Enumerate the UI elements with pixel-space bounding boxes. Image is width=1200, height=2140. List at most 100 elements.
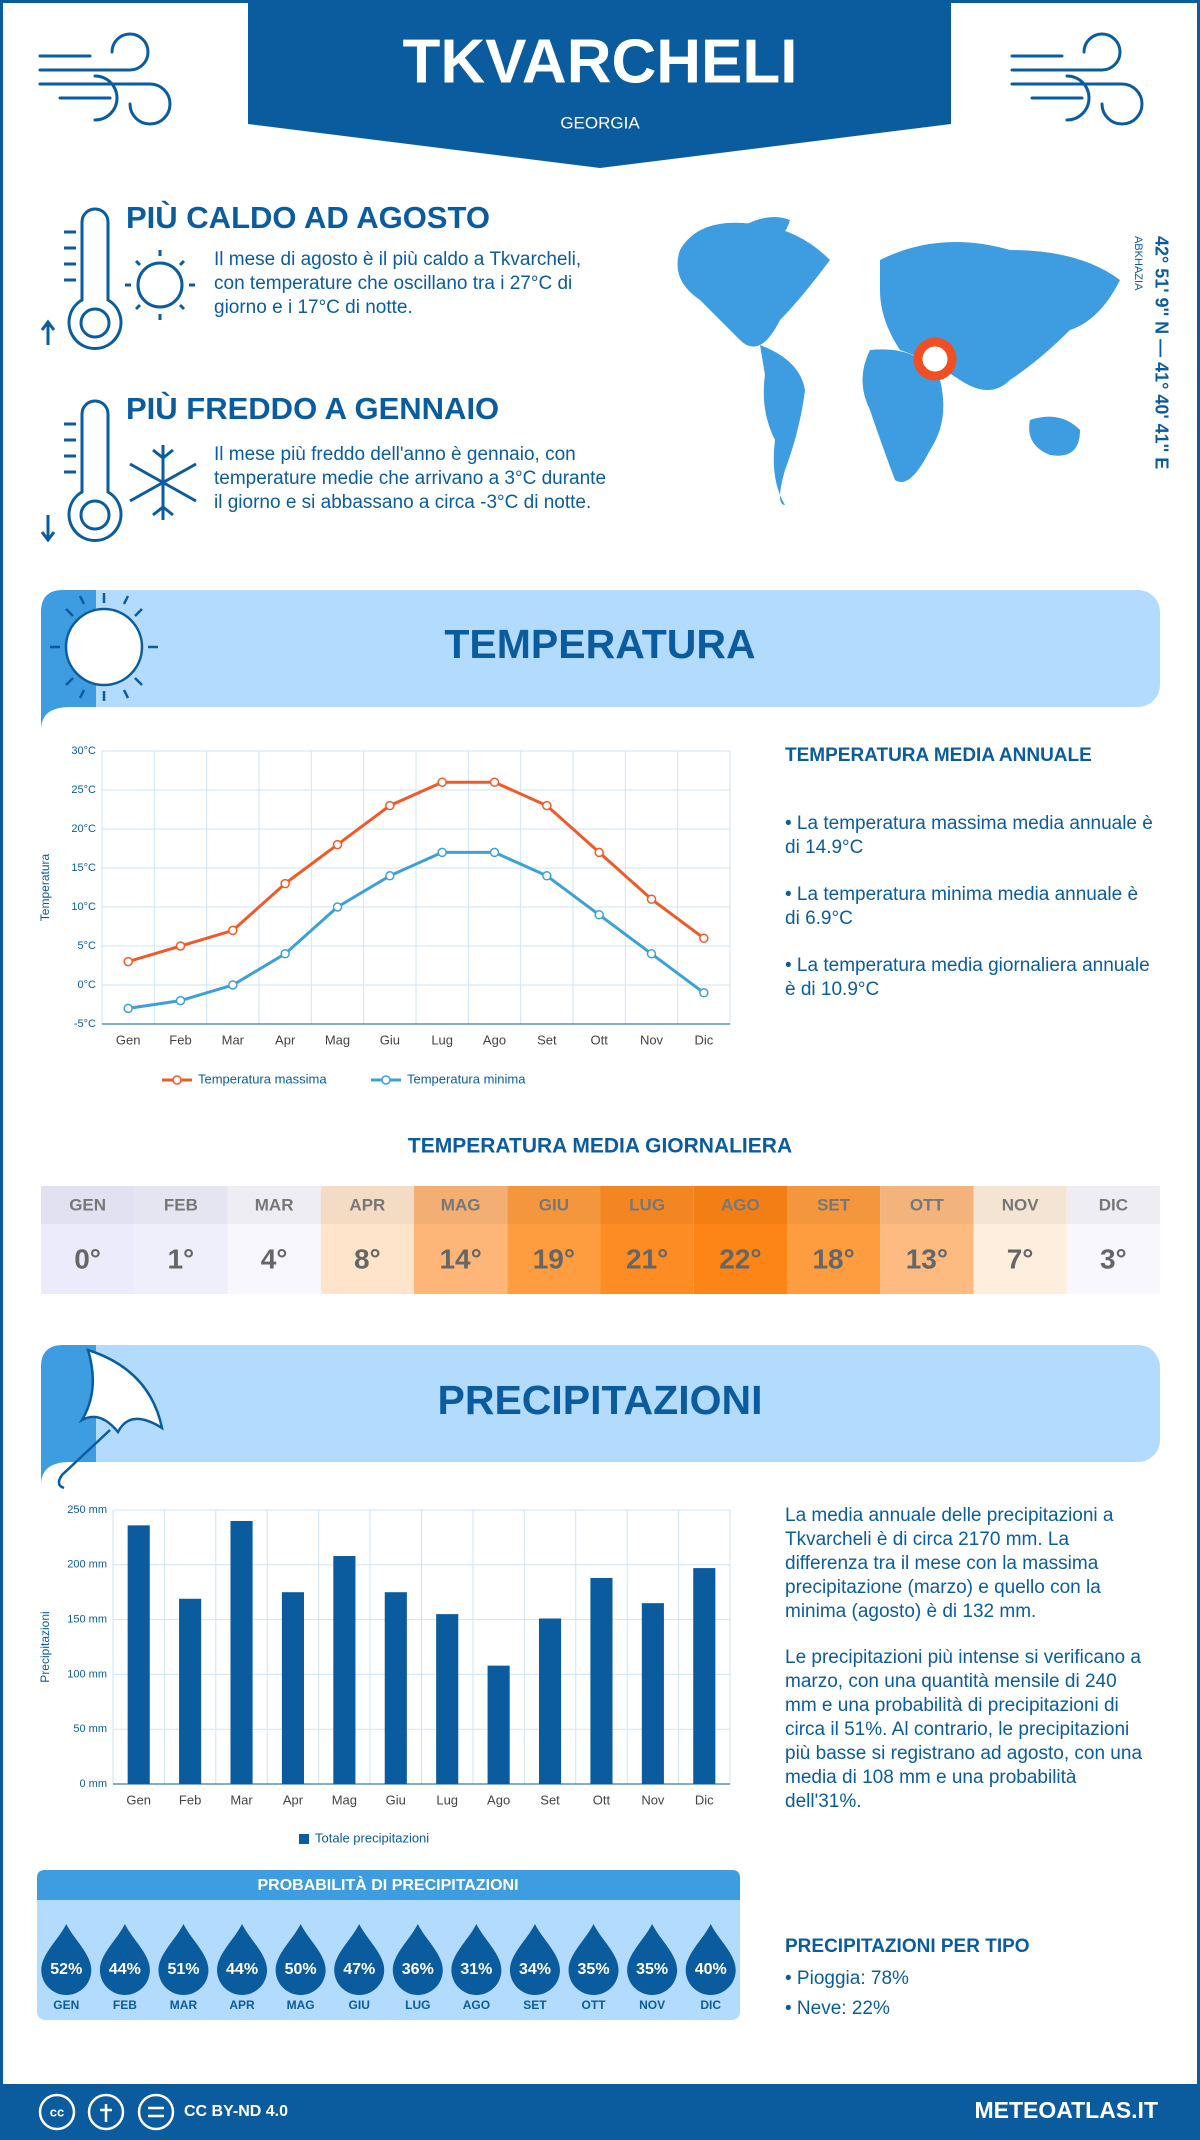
point xyxy=(385,800,395,811)
type-item: • Neve: 22% xyxy=(785,1998,890,2019)
drop-value: 50% xyxy=(285,1961,317,1978)
y-tick-label: 30°C xyxy=(71,745,96,757)
hot-text: Il mese di agosto è il più caldo a Tkvar… xyxy=(214,249,582,318)
day-header-shade xyxy=(320,1186,414,1224)
day-cell xyxy=(787,1186,881,1294)
point xyxy=(646,894,657,904)
y-tick-label: 100 mm xyxy=(67,1668,107,1680)
day-month: APR xyxy=(349,1195,385,1214)
daily-title: TEMPERATURA MEDIA GIORNALIERA xyxy=(408,1135,792,1158)
drop-value: 52% xyxy=(50,1961,82,1978)
probability-title: PROBABILITÀ DI PRECIPITAZIONI xyxy=(257,1875,518,1894)
banner-tab xyxy=(41,1345,96,1485)
rain-drop xyxy=(99,1924,150,1995)
drop-value: 35% xyxy=(636,1961,668,1978)
y-tick-label: 200 mm xyxy=(67,1559,107,1571)
summary-item: • La temperatura minima media annuale è … xyxy=(785,884,1139,929)
point xyxy=(699,988,709,998)
rain-drop xyxy=(217,1924,268,1995)
x-tick-label: Ott xyxy=(590,1032,608,1047)
license-icons xyxy=(38,2093,175,2131)
point xyxy=(699,933,709,943)
rain-drop xyxy=(334,1924,385,1995)
point xyxy=(646,949,657,959)
series-line xyxy=(127,850,705,1010)
thermometer-cold-icon xyxy=(40,399,197,543)
y-tick-label: 250 mm xyxy=(67,1504,107,1516)
point xyxy=(385,871,395,881)
drop-month: NOV xyxy=(639,1998,665,2012)
day-value: 18° xyxy=(812,1243,854,1274)
temperature-banner xyxy=(41,590,1160,707)
wind-icon xyxy=(1010,32,1144,126)
point xyxy=(280,878,290,889)
bar xyxy=(538,1618,562,1784)
series-line xyxy=(127,780,705,964)
city-title: TKVARCHELI xyxy=(403,27,798,96)
drop-value: 44% xyxy=(226,1961,258,1978)
day-header-shade xyxy=(600,1186,694,1224)
license: CC BY-ND 4.0 xyxy=(184,2103,288,2120)
day-month: FEB xyxy=(164,1195,198,1214)
day-header-shade xyxy=(414,1186,508,1224)
drop-month: SET xyxy=(523,1998,547,2012)
footer-bar xyxy=(0,2084,1200,2140)
y-tick-label: 20°C xyxy=(71,823,96,835)
legend-marker xyxy=(381,1075,391,1085)
point xyxy=(542,871,552,881)
precip-paragraph: Le precipitazioni più intense si verific… xyxy=(785,1647,1143,1812)
day-value: 14° xyxy=(439,1243,481,1274)
drop-month: FEB xyxy=(113,1998,137,2012)
y-tick-label: 0 mm xyxy=(80,1778,108,1790)
day-cell xyxy=(973,1186,1067,1294)
point xyxy=(437,847,447,858)
day-header-shade xyxy=(973,1186,1067,1224)
day-month: GIU xyxy=(539,1195,569,1214)
day-header-shade xyxy=(787,1186,881,1224)
day-header-shade xyxy=(134,1186,228,1224)
day-cell xyxy=(134,1186,228,1294)
y-tick-label: 0°C xyxy=(78,979,97,991)
precip-paragraph: La media annuale delle precipitazioni a … xyxy=(785,1505,1114,1622)
x-tick-label: Nov xyxy=(641,1792,665,1807)
day-value: 22° xyxy=(719,1243,761,1274)
umbrella-icon xyxy=(57,1348,164,1490)
x-tick-label: Set xyxy=(537,1032,557,1047)
drop-value: 36% xyxy=(402,1961,434,1978)
day-value: 3° xyxy=(1100,1243,1127,1274)
drop-month: GIU xyxy=(349,1998,370,2012)
rain-drop xyxy=(392,1924,443,1995)
location-marker xyxy=(913,337,957,381)
day-month: AGO xyxy=(721,1195,760,1214)
x-tick-label: Apr xyxy=(275,1032,296,1047)
x-tick-label: Nov xyxy=(640,1032,664,1047)
rain-drop xyxy=(275,1924,326,1995)
day-value: 8° xyxy=(354,1243,381,1274)
legend-label: Totale precipitazioni xyxy=(315,1830,429,1845)
summary-item: • La temperatura media giornaliera annua… xyxy=(785,955,1150,1000)
sun-icon xyxy=(50,593,158,701)
point xyxy=(175,995,186,1006)
x-tick-label: Giu xyxy=(386,1792,406,1807)
y-tick-label: 25°C xyxy=(71,784,96,796)
bar xyxy=(487,1665,510,1784)
legend-label: Temperatura minima xyxy=(407,1071,526,1086)
precipitation-banner xyxy=(41,1345,1160,1462)
x-tick-label: Feb xyxy=(169,1032,191,1047)
section-heading: PRECIPITAZIONI xyxy=(438,1377,763,1423)
x-tick-label: Gen xyxy=(116,1032,141,1047)
day-month: MAR xyxy=(255,1195,294,1214)
y-tick-label: 15°C xyxy=(71,862,96,874)
hot-title: PIÙ CALDO AD AGOSTO xyxy=(126,200,490,235)
point xyxy=(228,980,238,990)
x-tick-label: Feb xyxy=(179,1792,201,1807)
rain-drop xyxy=(158,1924,209,1995)
day-cell xyxy=(600,1186,694,1294)
bar xyxy=(590,1577,613,1784)
day-month: OTT xyxy=(910,1195,945,1214)
site-name: METEOATLAS.IT xyxy=(974,2097,1158,2123)
point xyxy=(123,956,133,967)
probability-box xyxy=(37,1870,740,2020)
x-tick-label: Giu xyxy=(380,1032,400,1047)
